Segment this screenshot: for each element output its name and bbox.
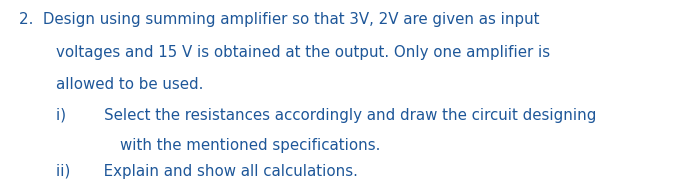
Text: with the mentioned specifications.: with the mentioned specifications. [120,138,380,153]
Text: i)        Select the resistances accordingly and draw the circuit designing: i) Select the resistances accordingly an… [56,108,597,123]
Text: allowed to be used.: allowed to be used. [56,77,203,92]
Text: voltages and 15 V is obtained at the output. Only one amplifier is: voltages and 15 V is obtained at the out… [56,45,550,60]
Text: 2.  Design using summing amplifier so that 3V, 2V are given as input: 2. Design using summing amplifier so tha… [19,12,540,27]
Text: ii)       Explain and show all calculations.: ii) Explain and show all calculations. [56,164,358,179]
